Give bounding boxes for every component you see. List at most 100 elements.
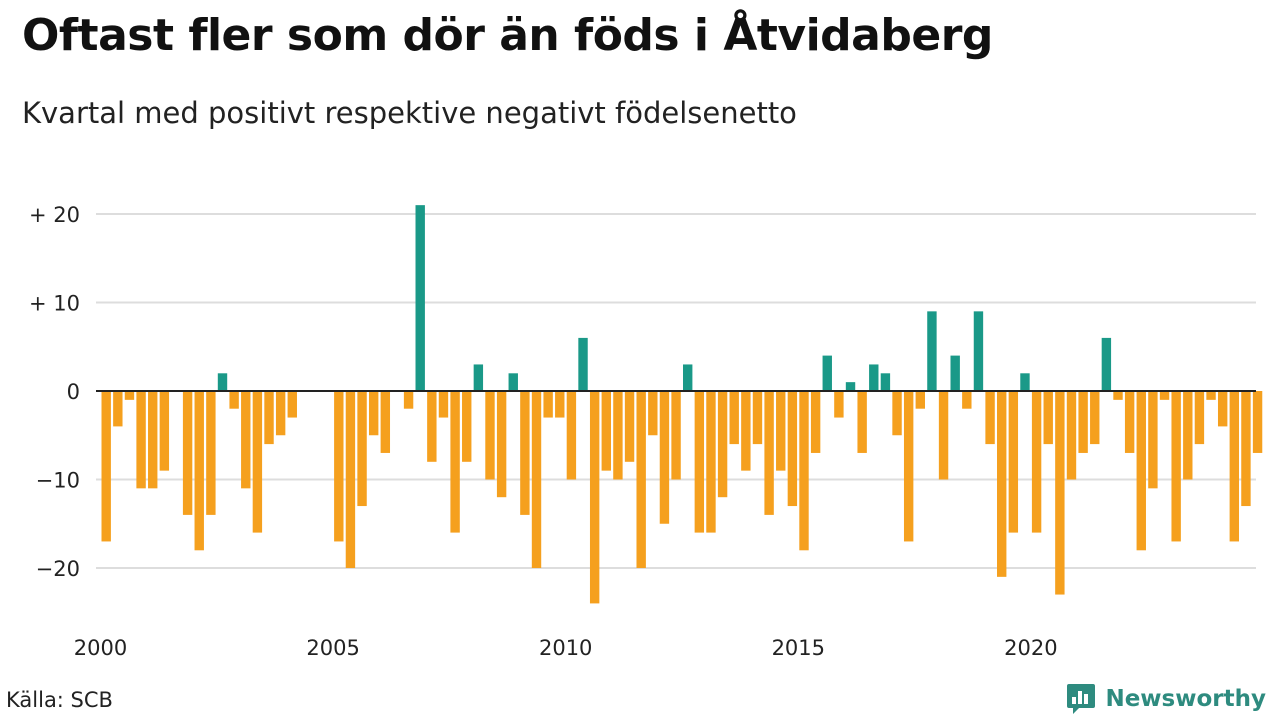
bar	[1217, 391, 1228, 427]
bar	[241, 391, 251, 489]
bar	[1031, 391, 1042, 533]
bar	[415, 205, 425, 391]
bar	[496, 391, 507, 498]
bar	[997, 391, 1007, 577]
brand-logo[interactable]: Newsworthy	[1065, 682, 1266, 716]
bar	[1148, 391, 1158, 489]
bar	[1136, 391, 1146, 551]
bar	[217, 373, 228, 391]
bar	[450, 391, 460, 533]
y-tick-label: 0	[67, 380, 80, 404]
bar	[1171, 391, 1181, 542]
bar	[287, 391, 297, 418]
bar	[973, 311, 984, 391]
bar	[1043, 391, 1053, 445]
bar	[1020, 373, 1030, 391]
bar	[1159, 391, 1170, 400]
bar	[613, 391, 623, 480]
bar	[694, 391, 705, 533]
bar	[752, 391, 763, 445]
bar	[683, 364, 693, 391]
axes: + 20 + 10 0 −10 −20 2000 2005 2010 2015 2020	[29, 203, 1256, 660]
bar	[264, 391, 274, 445]
bar	[124, 391, 135, 400]
bar	[1008, 391, 1019, 533]
bar	[1124, 391, 1135, 453]
bar	[427, 391, 437, 462]
x-tick-label: 2000	[74, 636, 127, 660]
bar	[357, 391, 367, 507]
bar	[671, 391, 681, 480]
bar	[776, 391, 786, 471]
bar	[508, 373, 518, 391]
bar	[1066, 391, 1077, 480]
bar	[229, 391, 239, 409]
bar	[903, 391, 914, 542]
bar	[659, 391, 670, 524]
bar	[799, 391, 809, 551]
bar	[275, 391, 286, 436]
bar	[182, 391, 193, 515]
bar	[648, 391, 658, 436]
bar	[810, 391, 821, 453]
bar	[148, 391, 158, 489]
bar	[741, 391, 751, 471]
bar	[473, 364, 484, 391]
bar	[985, 391, 995, 445]
x-tick-label: 2020	[1004, 636, 1057, 660]
bar	[589, 391, 600, 604]
source-note: Källa: SCB	[6, 688, 113, 712]
bar	[915, 391, 925, 409]
bar	[938, 391, 949, 480]
bar	[764, 391, 774, 515]
bar	[334, 391, 344, 542]
bar	[368, 391, 379, 436]
chart-title: Oftast fler som dör än föds i Åtvidaberg	[22, 10, 993, 61]
bar	[566, 391, 577, 480]
newsworthy-logo-icon	[1067, 684, 1096, 714]
bar	[462, 391, 472, 462]
bar	[857, 391, 867, 453]
x-tick-label: 2015	[772, 636, 825, 660]
bar	[706, 391, 716, 533]
bar	[1206, 391, 1216, 400]
bar	[717, 391, 728, 498]
brand-name: Newsworthy	[1105, 686, 1266, 712]
bar	[252, 391, 263, 533]
y-tick-label: + 20	[29, 203, 80, 227]
bar	[1113, 391, 1123, 400]
bar	[380, 391, 391, 453]
bar	[787, 391, 798, 507]
y-tick-label: −10	[36, 469, 80, 493]
y-tick-label: −20	[36, 557, 80, 581]
bar	[624, 391, 635, 462]
bar	[927, 311, 937, 391]
bar	[880, 373, 891, 391]
bar	[822, 355, 832, 391]
bar	[531, 391, 542, 568]
bar	[136, 391, 146, 489]
bar	[194, 391, 204, 551]
bar	[520, 391, 530, 515]
bar	[1101, 337, 1112, 391]
y-tick-label: + 10	[29, 292, 80, 316]
bar	[962, 391, 972, 409]
bar	[206, 391, 216, 515]
bar	[1229, 391, 1240, 542]
bar	[729, 391, 739, 445]
bar	[555, 391, 565, 418]
bars	[101, 205, 1263, 604]
bar	[159, 391, 170, 471]
bar	[403, 391, 414, 409]
bar	[1252, 391, 1263, 453]
bar	[834, 391, 844, 418]
x-tick-label: 2010	[539, 636, 592, 660]
bar	[578, 337, 588, 391]
bar	[1194, 391, 1205, 445]
bar	[543, 391, 553, 418]
bar	[1090, 391, 1100, 445]
bar	[101, 391, 111, 542]
bar	[636, 391, 646, 568]
bar	[113, 391, 123, 427]
